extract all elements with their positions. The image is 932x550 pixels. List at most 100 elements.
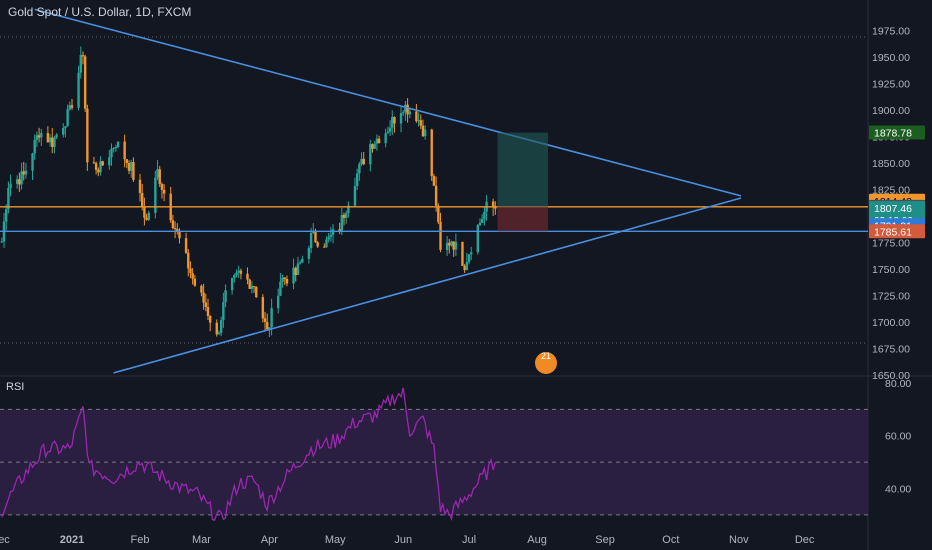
candle-body xyxy=(187,252,190,269)
candle-body xyxy=(467,254,471,263)
candle-body xyxy=(323,246,326,248)
candle-body xyxy=(369,144,372,165)
candle-body xyxy=(268,327,271,330)
candle-body xyxy=(270,308,273,328)
price-tick-label: 1700.00 xyxy=(872,317,910,329)
candle-body xyxy=(340,214,344,231)
candle-body xyxy=(239,270,243,274)
candle-body xyxy=(439,221,442,250)
rsi-tick-label: 60.00 xyxy=(885,431,911,443)
candle-body xyxy=(415,111,418,122)
candle-body xyxy=(86,108,89,163)
candle-body xyxy=(391,117,394,128)
position-target-zone xyxy=(497,132,548,207)
candle-body xyxy=(386,131,390,134)
candle-body xyxy=(46,133,50,143)
candle-body xyxy=(347,205,350,214)
price-tick-label: 1775.00 xyxy=(872,238,910,250)
candle-body xyxy=(114,147,118,149)
candle-body xyxy=(298,262,302,264)
candle-body xyxy=(384,133,387,144)
candle-body xyxy=(224,290,227,303)
candle-body xyxy=(252,286,256,288)
price-tick-label: 1850.00 xyxy=(872,158,910,170)
candle-body xyxy=(193,278,197,286)
candle-body xyxy=(358,164,361,174)
time-tick-label: Jun xyxy=(394,534,412,546)
time-tick-label: Oct xyxy=(662,534,679,546)
candle-body xyxy=(465,262,469,271)
candle-body xyxy=(250,286,254,289)
candle-body xyxy=(448,242,451,246)
candle-body xyxy=(53,137,56,147)
candle-body xyxy=(266,321,269,330)
candle-body xyxy=(125,159,129,164)
price-axis: 1650.00 1675.00 1700.00 1725.00 1750.00 1775.… xyxy=(0,26,925,546)
time-tick-label: Jul xyxy=(462,534,476,546)
price-label-box xyxy=(869,224,925,239)
candle-body xyxy=(476,225,480,253)
time-tick-label: Sep xyxy=(595,534,615,546)
candle-body xyxy=(371,144,374,149)
candle-body xyxy=(81,55,85,57)
candle-body xyxy=(22,171,25,175)
candle-body xyxy=(68,105,72,110)
event-badge-text: 21 xyxy=(541,351,551,361)
event-badge xyxy=(535,352,557,374)
rsi-tick-label: 80.00 xyxy=(885,378,911,390)
rsi-pane: 40.00 60.00 80.00 xyxy=(0,378,911,522)
candle-body xyxy=(204,302,208,308)
position-stop-zone xyxy=(497,206,548,232)
candle-body xyxy=(35,135,39,140)
candle-body xyxy=(292,267,295,284)
candle-body xyxy=(276,295,280,309)
candle-body xyxy=(143,206,146,218)
candle-body xyxy=(31,153,34,171)
candle-body xyxy=(208,315,212,323)
candle-body xyxy=(64,126,67,129)
candle-body xyxy=(301,258,304,263)
time-tick-label: Apr xyxy=(261,534,278,546)
candle-body xyxy=(20,171,23,185)
candle-body xyxy=(483,211,486,219)
candle-body xyxy=(452,241,455,250)
candle-body xyxy=(402,112,405,114)
candle-body xyxy=(417,120,420,122)
candle-body xyxy=(171,220,175,229)
candle-body xyxy=(184,238,188,253)
candle-body xyxy=(261,297,265,319)
candle-body xyxy=(294,267,297,275)
candle-body xyxy=(307,248,311,259)
candle-body xyxy=(55,134,58,138)
candle-body xyxy=(338,229,341,231)
time-tick-label: 2021 xyxy=(60,534,84,546)
candle-body xyxy=(309,232,313,249)
price-label-box xyxy=(869,125,925,140)
candle-body xyxy=(77,72,80,108)
candle-body xyxy=(132,162,135,180)
candle-body xyxy=(156,169,159,178)
candle-body xyxy=(154,177,157,213)
candle-body xyxy=(176,229,179,232)
candle-body xyxy=(279,281,282,296)
candle-body xyxy=(463,265,466,271)
time-tick-label: May xyxy=(325,534,346,546)
candle-body xyxy=(9,183,12,189)
candle-body xyxy=(37,135,41,138)
candle-body xyxy=(419,120,422,126)
price-tick-label: 1750.00 xyxy=(872,264,910,276)
rsi-title: RSI xyxy=(6,381,25,393)
candle-body xyxy=(101,161,104,166)
candle-body xyxy=(327,236,330,240)
candle-body xyxy=(189,268,192,274)
candle-body xyxy=(316,242,319,247)
candle-body xyxy=(283,277,286,279)
candle-body xyxy=(4,209,8,222)
candle-body xyxy=(140,192,144,207)
candle-body xyxy=(408,111,412,115)
chart-title: Gold Spot / U.S. Dollar, 1D, FXCM xyxy=(8,5,192,19)
candle-body xyxy=(480,218,484,223)
candle-body xyxy=(491,201,495,208)
rsi-tick-label: 40.00 xyxy=(885,483,911,495)
